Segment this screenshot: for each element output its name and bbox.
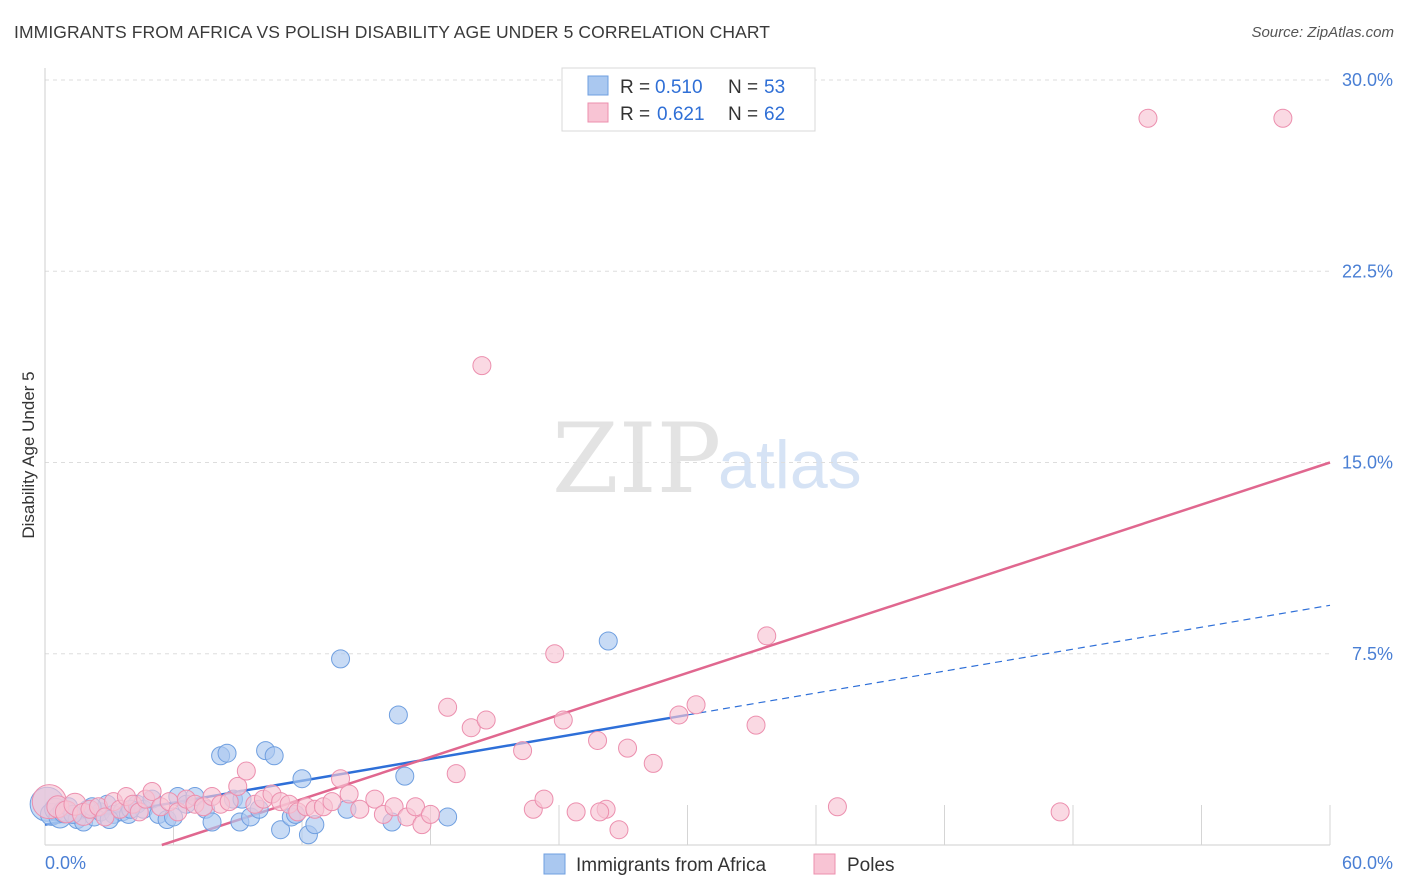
legend-r-value-africa: 0.510	[655, 77, 703, 98]
data-point-africa	[438, 807, 458, 827]
watermark-atlas: atlas	[718, 427, 862, 503]
data-point-poles	[95, 807, 115, 827]
data-point-africa	[331, 649, 351, 669]
x-tick-label-min: 0.0%	[45, 853, 86, 873]
data-point-poles	[1273, 108, 1293, 128]
data-point-poles	[545, 644, 565, 664]
data-point-poles	[339, 784, 359, 804]
series-legend-swatch-poles	[813, 853, 836, 875]
data-point-poles	[472, 356, 492, 376]
data-point-poles	[438, 697, 458, 717]
axes: 7.5% 15.0% 22.5% 30.0% 0.0% 60.0%	[44, 68, 1393, 873]
series-legend-swatch-africa	[543, 853, 566, 875]
series-legend-label-africa: Immigrants from Africa	[576, 855, 766, 876]
data-point-poles	[609, 820, 629, 840]
data-points	[29, 108, 1293, 845]
data-point-poles	[142, 781, 162, 801]
stats-legend: R = 0.510 N = 53 R = 0.621 N = 62	[561, 67, 816, 132]
data-point-africa	[217, 743, 237, 763]
data-point-poles	[513, 741, 533, 761]
series-legend-label-poles: Poles	[847, 855, 895, 876]
data-point-poles	[686, 695, 706, 715]
data-point-africa	[388, 705, 408, 725]
legend-r-label-africa: R =	[620, 77, 650, 98]
legend-n-value-poles: 62	[764, 104, 785, 125]
data-point-poles	[219, 792, 239, 812]
data-point-poles	[384, 797, 404, 817]
legend-swatch-poles	[587, 102, 609, 123]
legend-r-label-poles: R =	[620, 104, 650, 125]
data-point-poles	[827, 797, 847, 817]
data-point-poles	[590, 802, 610, 822]
data-point-poles	[534, 789, 554, 809]
data-point-poles	[406, 797, 426, 817]
y-tick-label: 22.5%	[1342, 261, 1393, 281]
y-tick-label: 7.5%	[1352, 644, 1393, 664]
data-point-poles	[421, 804, 440, 824]
legend-n-value-africa: 53	[764, 77, 785, 98]
data-point-poles	[461, 718, 481, 738]
y-tick-label: 15.0%	[1342, 453, 1393, 473]
watermark-zip: ZIP	[552, 403, 721, 515]
data-point-poles	[588, 730, 608, 750]
data-point-poles	[331, 769, 351, 789]
data-point-poles	[757, 626, 777, 646]
watermark: ZIP atlas	[552, 403, 862, 515]
data-point-poles	[566, 802, 586, 822]
data-point-poles	[618, 738, 638, 758]
trend-line-africa-extension	[687, 604, 1331, 716]
y-axis-title: Disability Age Under 5	[19, 371, 38, 538]
chart-source: Source: ZipAtlas.com	[1251, 24, 1394, 41]
data-point-poles	[350, 799, 370, 819]
data-point-poles	[476, 710, 496, 730]
y-tick-label: 30.0%	[1342, 70, 1393, 90]
data-point-poles	[643, 753, 663, 773]
data-point-africa	[202, 812, 222, 832]
data-point-poles	[446, 764, 466, 784]
data-point-poles	[365, 789, 385, 809]
series-legend: Immigrants from Africa Poles	[543, 853, 895, 876]
trend-line-poles	[161, 461, 1331, 847]
chart-title: IMMIGRANTS FROM AFRICA VS POLISH DISABIL…	[14, 22, 771, 42]
gridlines	[45, 79, 1330, 655]
data-point-africa	[292, 769, 312, 789]
data-point-poles	[746, 715, 766, 735]
legend-n-label-africa: N =	[728, 77, 758, 98]
data-point-poles	[669, 705, 689, 725]
data-point-poles	[236, 761, 256, 781]
data-point-poles	[553, 710, 573, 730]
data-point-poles	[228, 776, 248, 796]
legend-n-label-poles: N =	[728, 104, 758, 125]
data-point-poles	[322, 792, 342, 812]
x-tick-label-max: 60.0%	[1342, 853, 1393, 873]
legend-r-value-poles: 0.621	[657, 104, 705, 125]
data-point-africa	[395, 766, 415, 786]
legend-swatch-africa	[587, 75, 609, 96]
data-point-africa	[598, 631, 618, 651]
data-point-poles	[1138, 108, 1158, 128]
data-point-africa	[271, 820, 291, 840]
data-point-africa	[264, 746, 284, 766]
data-point-poles	[1050, 802, 1070, 822]
